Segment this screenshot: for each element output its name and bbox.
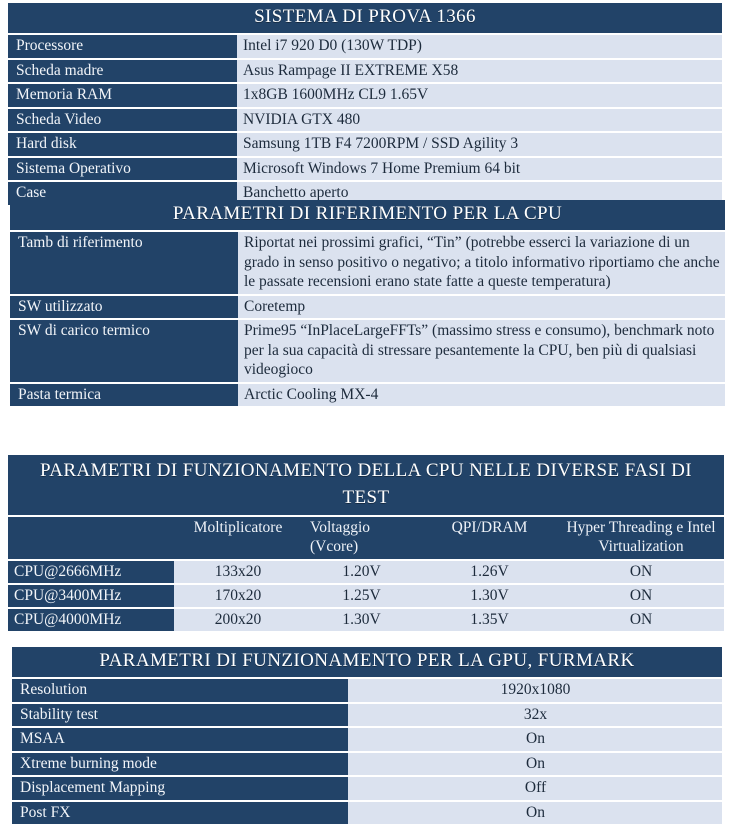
cpu-operating-table-title: PARAMETRI DI FUNZIONAMENTO DELLA CPU NEL… [8, 455, 724, 516]
row-label: Xtreme burning mode [12, 752, 348, 777]
cell-hyperthreading: ON [558, 608, 724, 631]
row-label: Sistema Operativo [8, 157, 237, 182]
column-header-qpi-dram: QPI/DRAM [421, 516, 558, 560]
row-value: NVIDIA GTX 480 [237, 108, 722, 133]
table-row: CPU@3400MHz 170x20 1.25V 1.30V ON [8, 584, 724, 608]
row-value: 1920x1080 [348, 678, 722, 703]
system-table-title: SISTEMA DI PROVA 1366 [8, 3, 722, 34]
cell-moltiplicatore: 170x20 [174, 584, 302, 608]
system-spec-table: SISTEMA DI PROVA 1366 Processore Intel i… [8, 3, 722, 205]
row-value: Prime95 “InPlaceLargeFFTs” (massimo stre… [238, 319, 725, 383]
row-label: SW utilizzato [10, 295, 238, 320]
table-row: Memoria RAM 1x8GB 1600MHz CL9 1.65V [8, 83, 722, 108]
row-label: SW di carico termico [10, 319, 238, 383]
row-value: Off [348, 776, 722, 801]
table-row: Displacement Mapping Off [12, 776, 722, 801]
table-title-row: PARAMETRI DI FUNZIONAMENTO PER LA GPU, F… [12, 647, 722, 678]
table-row: Scheda madre Asus Rampage II EXTREME X58 [8, 59, 722, 84]
row-label: Tamb di riferimento [10, 231, 238, 295]
table-row: Xtreme burning mode On [12, 752, 722, 777]
table-title-row: PARAMETRI DI FUNZIONAMENTO DELLA CPU NEL… [8, 455, 724, 516]
row-label: Processore [8, 34, 237, 59]
table-header-row: Moltiplicatore Voltaggio (Vcore) QPI/DRA… [8, 516, 724, 560]
row-label: CPU@2666MHz [8, 560, 174, 584]
row-label: Stability test [12, 703, 348, 728]
table-row: Pasta termica Arctic Cooling MX-4 [10, 383, 725, 407]
cell-hyperthreading: ON [558, 584, 724, 608]
row-label: Displacement Mapping [12, 776, 348, 801]
table-title-row: SISTEMA DI PROVA 1366 [8, 3, 722, 34]
table-title-row: PARAMETRI DI RIFERIMENTO PER LA CPU [10, 200, 725, 231]
row-label: MSAA [12, 727, 348, 752]
cell-moltiplicatore: 200x20 [174, 608, 302, 631]
row-label: CPU@4000MHz [8, 608, 174, 631]
row-value: Intel i7 920 D0 (130W TDP) [237, 34, 722, 59]
row-label: Resolution [12, 678, 348, 703]
table-row: Post FX On [12, 801, 722, 824]
cpu-reference-table: PARAMETRI DI RIFERIMENTO PER LA CPU Tamb… [10, 200, 725, 406]
row-value: On [348, 727, 722, 752]
table-row: SW utilizzato Coretemp [10, 295, 725, 320]
row-value: Asus Rampage II EXTREME X58 [237, 59, 722, 84]
cell-hyperthreading: ON [558, 560, 724, 584]
row-value: Samsung 1TB F4 7200RPM / SSD Agility 3 [237, 132, 722, 157]
cell-qpi-dram: 1.30V [421, 584, 558, 608]
table-row: MSAA On [12, 727, 722, 752]
table-row: Resolution 1920x1080 [12, 678, 722, 703]
row-value: On [348, 752, 722, 777]
gpu-furmark-table: PARAMETRI DI FUNZIONAMENTO PER LA GPU, F… [12, 647, 722, 824]
column-header-voltaggio: Voltaggio (Vcore) [302, 516, 421, 560]
cell-voltaggio: 1.30V [302, 608, 421, 631]
table-row: Stability test 32x [12, 703, 722, 728]
cell-qpi-dram: 1.35V [421, 608, 558, 631]
row-value: Riportat nei prossimi grafici, “Tin” (po… [238, 231, 725, 295]
cpu-operating-table: PARAMETRI DI FUNZIONAMENTO DELLA CPU NEL… [8, 455, 724, 631]
table-row: CPU@4000MHz 200x20 1.30V 1.35V ON [8, 608, 724, 631]
row-label: Scheda madre [8, 59, 237, 84]
table-row: Tamb di riferimento Riportat nei prossim… [10, 231, 725, 295]
column-header-empty [8, 516, 174, 560]
table-row: Processore Intel i7 920 D0 (130W TDP) [8, 34, 722, 59]
gpu-furmark-table-title: PARAMETRI DI FUNZIONAMENTO PER LA GPU, F… [12, 647, 722, 678]
cell-voltaggio: 1.20V [302, 560, 421, 584]
table-row: SW di carico termico Prime95 “InPlaceLar… [10, 319, 725, 383]
row-value: 32x [348, 703, 722, 728]
row-label: Scheda Video [8, 108, 237, 133]
cell-qpi-dram: 1.26V [421, 560, 558, 584]
row-value: 1x8GB 1600MHz CL9 1.65V [237, 83, 722, 108]
cell-voltaggio: 1.25V [302, 584, 421, 608]
row-label: CPU@3400MHz [8, 584, 174, 608]
row-value: On [348, 801, 722, 824]
row-value: Microsoft Windows 7 Home Premium 64 bit [237, 157, 722, 182]
row-value: Arctic Cooling MX-4 [238, 383, 725, 407]
table-row: Sistema Operativo Microsoft Windows 7 Ho… [8, 157, 722, 182]
row-value: Coretemp [238, 295, 725, 320]
column-header-hyperthreading: Hyper Threading e Intel Virtualization [558, 516, 724, 560]
cpu-reference-table-title: PARAMETRI DI RIFERIMENTO PER LA CPU [10, 200, 725, 231]
column-header-moltiplicatore: Moltiplicatore [174, 516, 302, 560]
row-label: Pasta termica [10, 383, 238, 407]
row-label: Hard disk [8, 132, 237, 157]
cell-moltiplicatore: 133x20 [174, 560, 302, 584]
table-row: CPU@2666MHz 133x20 1.20V 1.26V ON [8, 560, 724, 584]
table-row: Scheda Video NVIDIA GTX 480 [8, 108, 722, 133]
row-label: Memoria RAM [8, 83, 237, 108]
table-row: Hard disk Samsung 1TB F4 7200RPM / SSD A… [8, 132, 722, 157]
row-label: Post FX [12, 801, 348, 824]
